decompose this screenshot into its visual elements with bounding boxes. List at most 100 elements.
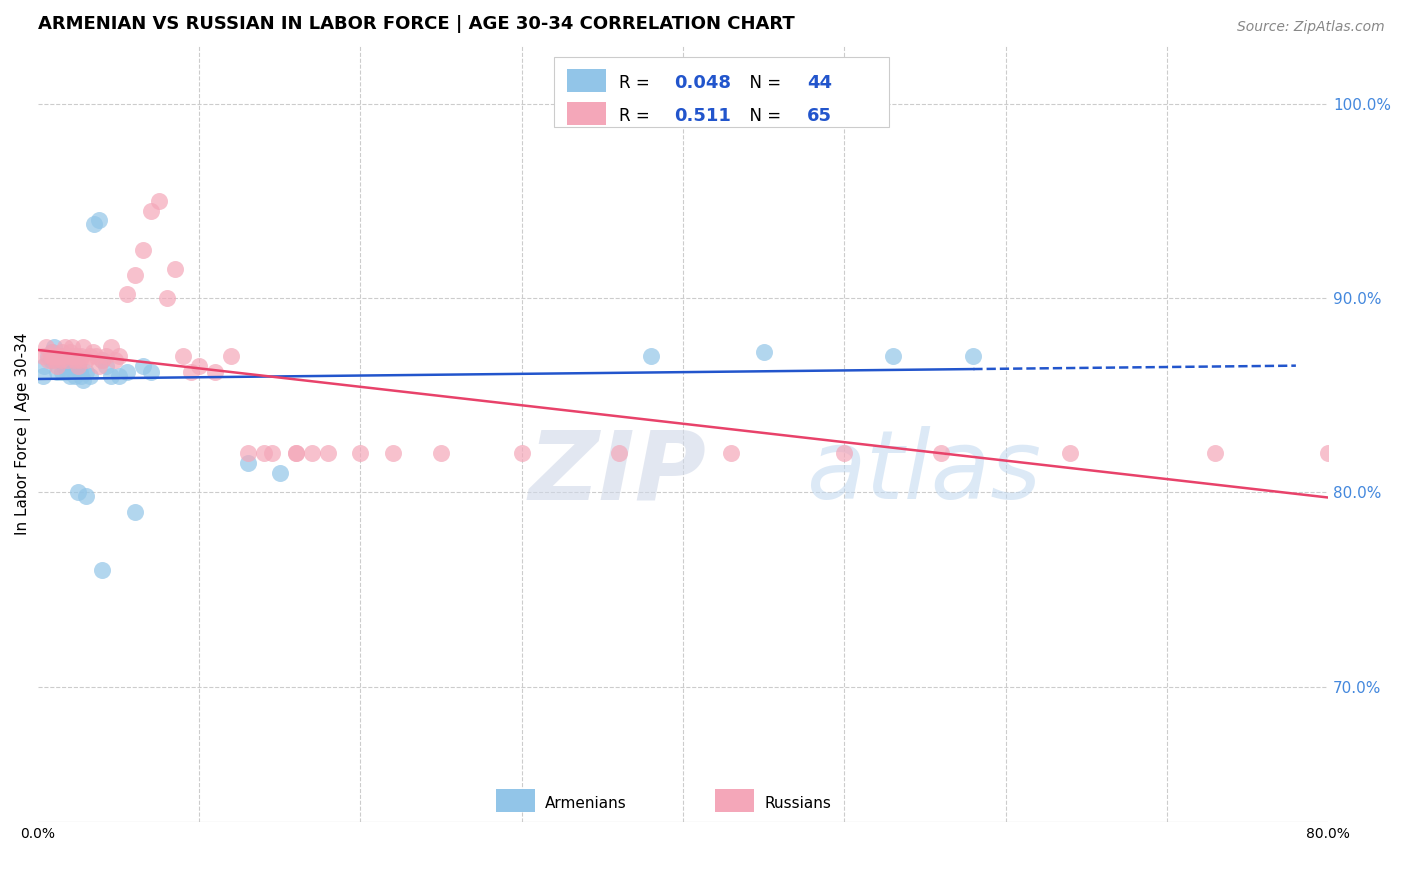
Point bbox=[46, 365, 69, 379]
Point bbox=[60, 359, 83, 373]
Point bbox=[70, 350, 93, 364]
Text: R =: R = bbox=[619, 74, 655, 92]
Point bbox=[31, 350, 53, 364]
Point bbox=[752, 345, 775, 359]
Point bbox=[60, 340, 83, 354]
Text: 65: 65 bbox=[807, 106, 832, 125]
Point bbox=[89, 213, 111, 227]
Point bbox=[204, 365, 226, 379]
Point bbox=[62, 350, 84, 364]
Point bbox=[42, 340, 65, 354]
Point bbox=[62, 353, 84, 368]
Point bbox=[1059, 446, 1081, 460]
Point bbox=[221, 350, 243, 364]
Text: N =: N = bbox=[738, 106, 786, 125]
Point bbox=[94, 350, 117, 364]
Point bbox=[79, 368, 101, 383]
FancyBboxPatch shape bbox=[567, 102, 606, 125]
Point bbox=[69, 353, 91, 368]
Point bbox=[1398, 446, 1406, 460]
Point bbox=[82, 345, 104, 359]
Point bbox=[66, 350, 89, 364]
Point bbox=[104, 353, 127, 368]
Point bbox=[381, 446, 404, 460]
Point bbox=[56, 365, 79, 379]
Point bbox=[188, 359, 211, 373]
Point bbox=[51, 345, 73, 359]
Point bbox=[253, 446, 276, 460]
Point bbox=[260, 446, 283, 460]
Point bbox=[34, 359, 56, 373]
Point bbox=[316, 446, 339, 460]
Text: ZIP: ZIP bbox=[529, 426, 706, 519]
Text: 44: 44 bbox=[807, 74, 832, 92]
Point bbox=[285, 446, 308, 460]
Point bbox=[59, 368, 82, 383]
Text: atlas: atlas bbox=[806, 426, 1040, 519]
Point bbox=[929, 446, 952, 460]
Text: ARMENIAN VS RUSSIAN IN LABOR FORCE | AGE 30-34 CORRELATION CHART: ARMENIAN VS RUSSIAN IN LABOR FORCE | AGE… bbox=[38, 15, 794, 33]
Point bbox=[52, 359, 75, 373]
Point bbox=[42, 353, 65, 368]
Point bbox=[35, 340, 58, 354]
Point bbox=[156, 291, 179, 305]
Point bbox=[139, 365, 162, 379]
Point bbox=[46, 359, 69, 373]
Point bbox=[148, 194, 170, 208]
Point bbox=[107, 368, 129, 383]
Point bbox=[301, 446, 323, 460]
Point bbox=[94, 359, 117, 373]
Point bbox=[84, 350, 107, 364]
Point bbox=[882, 350, 904, 364]
Point bbox=[45, 350, 67, 364]
Y-axis label: In Labor Force | Age 30-34: In Labor Force | Age 30-34 bbox=[15, 333, 31, 535]
Point bbox=[349, 446, 371, 460]
Point bbox=[53, 353, 76, 368]
Point bbox=[79, 350, 101, 364]
Point bbox=[236, 456, 259, 470]
Point bbox=[69, 365, 91, 379]
Point bbox=[67, 485, 90, 500]
Point bbox=[269, 466, 291, 480]
Point bbox=[100, 340, 122, 354]
Point bbox=[48, 350, 70, 364]
Point bbox=[132, 359, 155, 373]
Point bbox=[89, 359, 111, 373]
Point bbox=[52, 350, 75, 364]
Point bbox=[45, 350, 67, 364]
Point bbox=[56, 353, 79, 368]
Text: Source: ZipAtlas.com: Source: ZipAtlas.com bbox=[1237, 20, 1385, 34]
Text: 0.048: 0.048 bbox=[673, 74, 731, 92]
Point bbox=[72, 340, 94, 354]
Point bbox=[640, 350, 662, 364]
Point bbox=[48, 353, 70, 368]
Text: 0.511: 0.511 bbox=[673, 106, 731, 125]
Point bbox=[115, 287, 138, 301]
Point bbox=[75, 365, 97, 379]
Point bbox=[91, 353, 114, 368]
Point bbox=[37, 350, 59, 364]
Point bbox=[59, 345, 82, 359]
Point bbox=[41, 345, 63, 359]
Point bbox=[180, 365, 202, 379]
FancyBboxPatch shape bbox=[496, 789, 534, 813]
Point bbox=[75, 353, 97, 368]
Point bbox=[49, 350, 72, 364]
Point bbox=[58, 350, 80, 364]
Text: Russians: Russians bbox=[765, 796, 831, 811]
Point bbox=[107, 350, 129, 364]
Point bbox=[285, 446, 308, 460]
Point bbox=[124, 505, 146, 519]
Point bbox=[63, 353, 86, 368]
Point bbox=[39, 350, 62, 364]
Point bbox=[430, 446, 453, 460]
Point bbox=[139, 203, 162, 218]
Point bbox=[53, 340, 76, 354]
Point bbox=[720, 446, 742, 460]
Point bbox=[1204, 446, 1226, 460]
Point bbox=[124, 268, 146, 282]
FancyBboxPatch shape bbox=[716, 789, 754, 813]
Point bbox=[83, 217, 105, 231]
Point bbox=[1317, 446, 1340, 460]
Point bbox=[91, 353, 114, 368]
